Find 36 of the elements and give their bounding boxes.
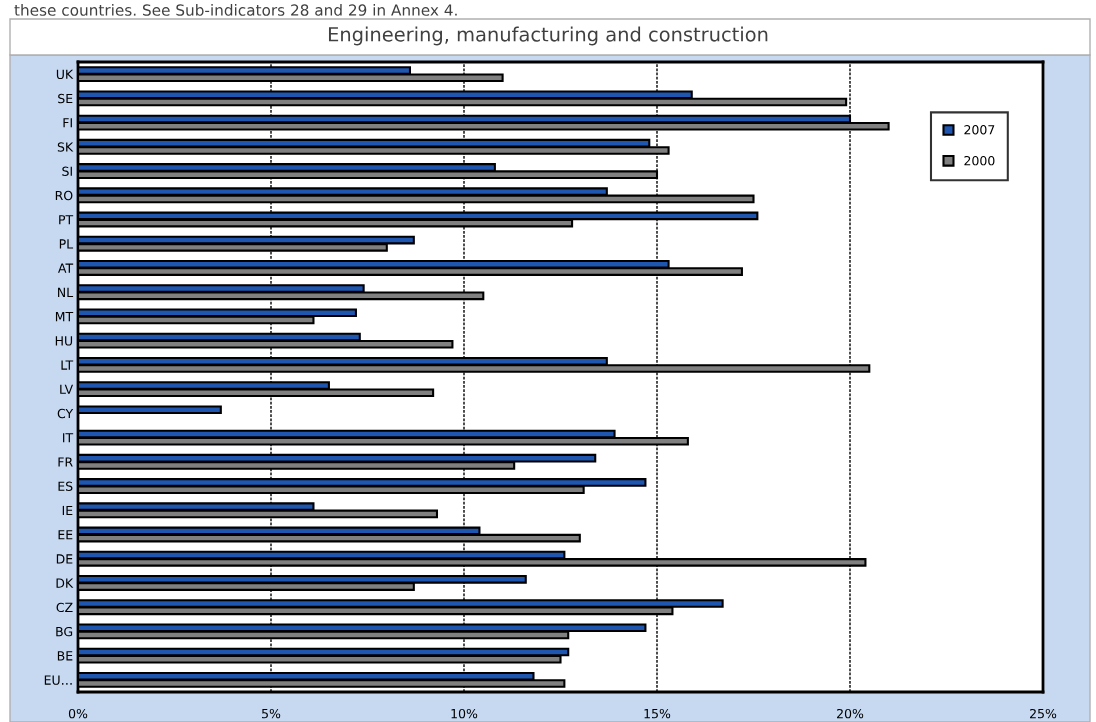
x-tick-label: 20% [837,708,864,719]
y-tick-label: BG [56,626,73,637]
y-tick-label: RO [55,190,73,201]
x-tick-label: 15% [644,708,671,719]
y-tick-label: CZ [56,602,73,613]
y-tick-label: LV [60,384,74,394]
x-tick-label: 0% [68,708,88,719]
y-tick-label: DK [56,578,74,588]
x-tick-label: 10% [451,708,478,719]
legend-label: 2000 [964,155,995,166]
x-tick-label: 25% [1030,708,1057,719]
y-tick-label: DE [56,554,73,564]
x-tick-label: 5% [262,708,281,719]
y-tick-label: MT [55,312,74,322]
y-tick-label: SK [57,142,74,152]
y-tick-label: FI [63,118,72,128]
y-tick-label: IT [63,433,74,443]
y-tick-label: EU… [44,675,72,685]
y-tick-label: HU [55,336,73,346]
y-tick-label: SI [62,166,72,176]
y-tick-label: ES [58,481,73,491]
y-tick-label: PT [59,215,74,225]
y-tick-label: PL [59,239,74,249]
y-tick-label: CY [57,408,74,419]
chart-title: Engineering, manufacturing and construction [328,26,768,46]
y-tick-label: FR [58,457,73,467]
y-tick-label: EE [58,530,73,540]
y-tick-label: NL [58,287,74,297]
y-tick-label: SE [58,93,73,104]
y-tick-label: LT [61,360,74,370]
y-tick-label: BE [57,651,73,661]
y-tick-label: UK [56,69,74,80]
y-tick-label: IE [62,505,73,516]
text: these countries. See Sub-indicators 28 and 29 in Annex 4. [14,4,457,16]
legend-label: 2007 [964,125,995,135]
y-tick-label: AT [58,263,74,273]
